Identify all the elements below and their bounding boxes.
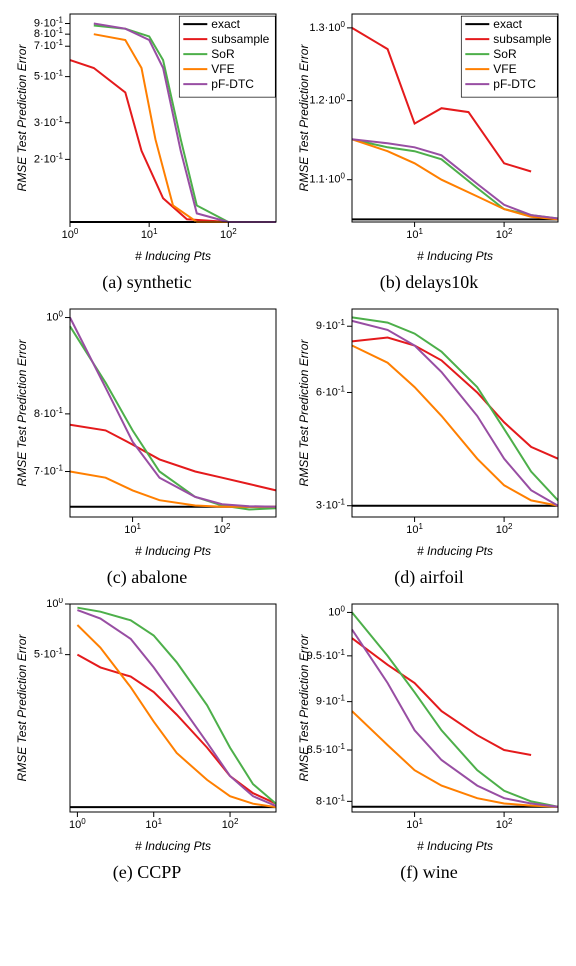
caption-c: (c) abalone <box>107 567 187 588</box>
chart-e: 100 101 102 5·10-1 100 # Inducing Pts RMSE Tes… <box>12 598 282 858</box>
caption-d: (d) airfoil <box>394 567 463 588</box>
caption-f: (f) wine <box>400 862 457 883</box>
chart-grid: 100 101 102 2·10-1 3·10-1 5·10-1 7·10-1 8·10-1 9… <box>8 8 568 883</box>
panel-b: 101 102 1.1·100 1.2·100 1.3·100 # Inducing Pt… <box>290 8 568 293</box>
xtick-label: 102 <box>496 227 513 241</box>
legend-label-SoR: SoR <box>211 47 235 61</box>
ytick-label: 1.1·100 <box>309 172 345 186</box>
panel-e: 100 101 102 5·10-1 100 # Inducing Pts RMSE Tes… <box>8 598 286 883</box>
panel-d: 101 102 3·10-1 6·10-1 9·10-1 # Inducing Pts RM… <box>290 303 568 588</box>
ytick-label: 9.5·10-1 <box>307 648 346 662</box>
legend-label-subsample: subsample <box>493 32 551 46</box>
chart-b: 101 102 1.1·100 1.2·100 1.3·100 # Inducing Pt… <box>294 8 564 268</box>
legend-label-pF-DTC: pF-DTC <box>211 77 254 91</box>
ytick-label: 8·10-1 <box>34 406 64 420</box>
legend-label-exact: exact <box>493 17 522 31</box>
ytick-label: 9·10-1 <box>316 318 346 332</box>
xtick-label: 101 <box>406 522 423 536</box>
plot-area <box>352 604 558 812</box>
ylabel: RMSE Test Prediction Error <box>297 44 311 192</box>
ytick-label: 3·10-1 <box>34 115 64 129</box>
ytick-label: 100 <box>328 604 345 618</box>
legend-label-subsample: subsample <box>211 32 269 46</box>
ytick-label: 5·10-1 <box>34 69 64 83</box>
chart-f: 101 102 8·10-1 8.5·10-1 9·10-1 9.5·10-1 100 # I… <box>294 598 564 858</box>
chart-a: 1001011022·10-13·10-15·10-17·10-18·10-19… <box>12 8 282 268</box>
ylabel: RMSE Test Prediction Error <box>297 634 311 782</box>
panel-c: 101 102 7·10-1 8·10-1 100 # Inducing Pts RMSE … <box>8 303 286 588</box>
legend-label-SoR: SoR <box>493 47 517 61</box>
xtick-label: 102 <box>220 227 237 241</box>
legend-label-VFE: VFE <box>211 62 234 76</box>
xtick-label: 101 <box>141 227 158 241</box>
ytick-label: 100 <box>46 310 63 324</box>
ytick-label: 7·10-1 <box>34 464 64 478</box>
chart-c: 101 102 7·10-1 8·10-1 100 # Inducing Pts RMSE … <box>12 303 282 563</box>
ytick-label: 2·10-1 <box>34 151 64 165</box>
xlabel: # Inducing Pts <box>417 839 493 853</box>
ytick-label: 3·10-1 <box>316 498 346 512</box>
xtick-label: 101 <box>124 522 141 536</box>
ytick-label: 5·10-1 <box>34 647 64 661</box>
ytick-label: 1.3·100 <box>309 20 345 34</box>
xtick-label: 102 <box>496 522 513 536</box>
caption-a: (a) synthetic <box>102 272 191 293</box>
caption-e: (e) CCPP <box>113 862 182 883</box>
ytick-label: 8·10-1 <box>316 793 346 807</box>
xtick-label: 102 <box>214 522 231 536</box>
panel-f: 101 102 8·10-1 8.5·10-1 9·10-1 9.5·10-1 100 # I… <box>290 598 568 883</box>
ytick-label: 7·10-1 <box>34 38 64 52</box>
ylabel: RMSE Test Prediction Error <box>15 44 29 192</box>
xtick-label: 102 <box>496 817 513 831</box>
xlabel: # Inducing Pts <box>417 249 493 263</box>
caption-b: (b) delays10k <box>380 272 478 293</box>
chart-d: 101 102 3·10-1 6·10-1 9·10-1 # Inducing Pts RM… <box>294 303 564 563</box>
ylabel: RMSE Test Prediction Error <box>15 339 29 487</box>
legend-label-pF-DTC: pF-DTC <box>493 77 536 91</box>
ytick-label: 1.2·100 <box>309 93 345 107</box>
xtick-label: 101 <box>406 817 423 831</box>
xtick-label: 102 <box>222 817 239 831</box>
ylabel: RMSE Test Prediction Error <box>15 634 29 782</box>
ytick-label: 9·10-1 <box>316 694 346 708</box>
legend-label-exact: exact <box>211 17 240 31</box>
ylabel: RMSE Test Prediction Error <box>297 339 311 487</box>
legend-label-VFE: VFE <box>493 62 516 76</box>
panel-a: 1001011022·10-13·10-15·10-17·10-18·10-19… <box>8 8 286 293</box>
xtick-label: 100 <box>62 227 79 241</box>
plot-area <box>70 604 276 812</box>
xtick-label: 101 <box>145 817 162 831</box>
xlabel: # Inducing Pts <box>135 249 211 263</box>
xlabel: # Inducing Pts <box>135 839 211 853</box>
xlabel: # Inducing Pts <box>135 544 211 558</box>
xtick-label: 100 <box>69 817 86 831</box>
ytick-label: 6·10-1 <box>316 384 346 398</box>
xtick-label: 101 <box>406 227 423 241</box>
ytick-label: 100 <box>46 598 63 610</box>
ytick-label: 8.5·10-1 <box>307 742 346 756</box>
xlabel: # Inducing Pts <box>417 544 493 558</box>
